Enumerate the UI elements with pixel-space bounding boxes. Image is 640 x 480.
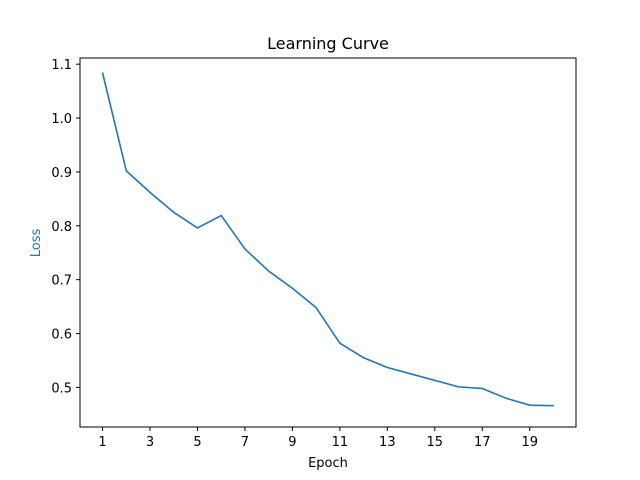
y-tick-label: 1.1 [51, 58, 72, 73]
loss-point [386, 366, 388, 369]
plot-area [101, 72, 555, 407]
loss-point [220, 214, 222, 217]
chart-title: Learning Curve [267, 34, 389, 53]
x-tick-label: 7 [241, 435, 249, 450]
loss-point [362, 357, 365, 359]
loss-point [529, 404, 531, 406]
loss-point [291, 287, 294, 289]
x-tick-label: 11 [332, 435, 349, 450]
loss-line [101, 72, 554, 407]
y-tick-label: 1.0 [51, 112, 72, 127]
plot-frame [79, 57, 577, 428]
x-tick-label: 9 [288, 435, 296, 450]
axis-ticks: 1 3 5 7 9 11 13 15 17 190.50.60.70.80.91.01.1 [51, 58, 538, 450]
x-axis-label: Epoch [308, 456, 348, 471]
loss-point [481, 387, 483, 390]
loss-point [173, 211, 175, 213]
loss-point [315, 307, 317, 309]
loss-point [149, 191, 151, 194]
x-tick-label: 15 [427, 435, 444, 450]
x-tick-label: 5 [193, 435, 201, 450]
loss-point [505, 397, 507, 399]
x-tick-label: 17 [474, 435, 491, 450]
y-tick-label: 0.7 [51, 274, 72, 289]
y-tick-label: 0.8 [51, 220, 72, 235]
x-tick-label: 13 [379, 435, 396, 450]
y-tick-label: 0.9 [51, 166, 72, 181]
x-tick-label: 3 [146, 435, 154, 450]
x-tick-label: 1 [98, 435, 106, 450]
y-tick-label: 0.5 [51, 381, 72, 396]
loss-point [125, 170, 127, 172]
loss-point [552, 405, 555, 407]
loss-point [196, 227, 199, 229]
loss-point [101, 72, 104, 74]
y-tick-label: 0.6 [51, 328, 72, 343]
loss-point [457, 386, 460, 388]
loss-point [268, 270, 270, 272]
x-tick-label: 19 [521, 435, 538, 450]
loss-point [410, 373, 412, 375]
y-axis-label: Loss [29, 229, 44, 258]
loss-point [339, 342, 341, 344]
loss-point [244, 248, 246, 250]
loss-point [434, 379, 436, 382]
